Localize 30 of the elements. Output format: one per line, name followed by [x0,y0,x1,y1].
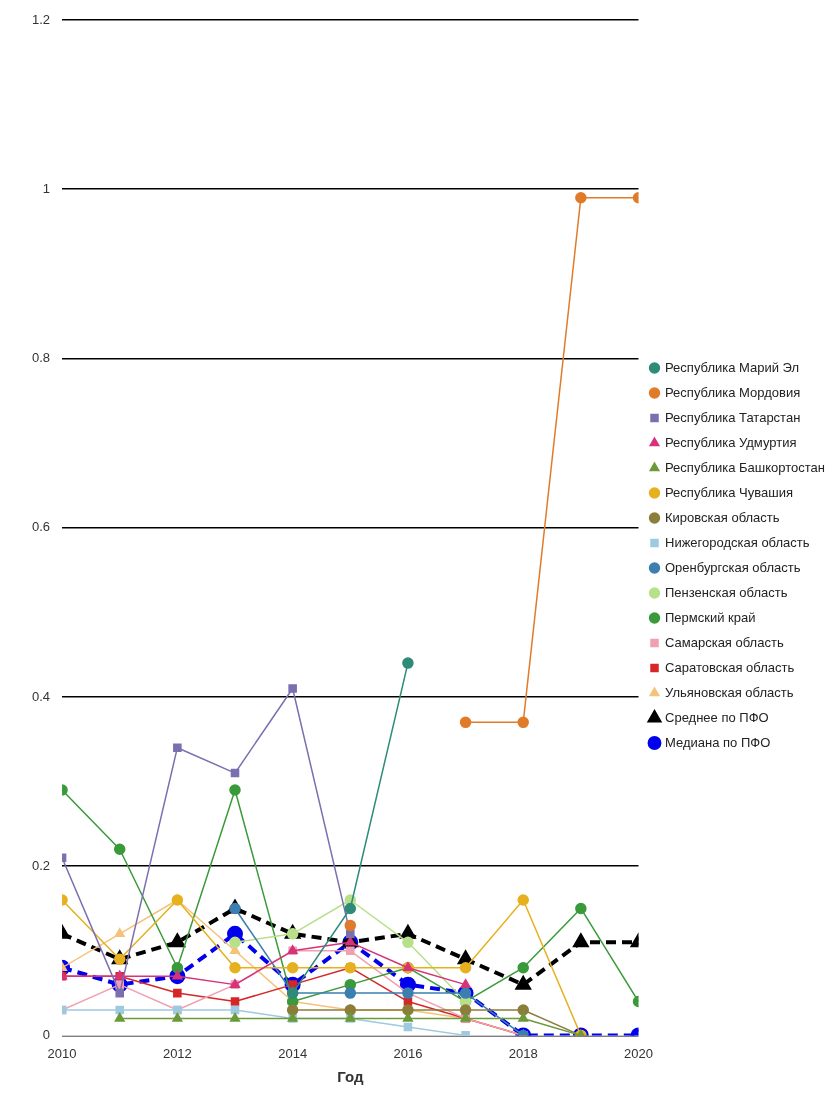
legend-label: Республика Башкортостан [665,459,826,475]
x-tick-label: 2010 [47,1045,77,1061]
x-tick-label: 2014 [278,1045,308,1061]
legend-label: Республика Мордовия [665,384,801,400]
legend-label: Республика Татарстан [665,409,801,425]
y-tick-label: 0.2 [31,857,51,873]
x-tick-label: 2020 [624,1045,653,1061]
legend-label: Пермский край [665,609,756,625]
legend-label: Медиана по ПФО [665,734,771,750]
legend-label: Республика Удмуртия [665,434,797,450]
legend-label: Республика Марий Эл [665,359,800,375]
x-axis-title: Год [337,1068,364,1086]
legend-label: Самарская область [665,634,784,650]
y-tick-label: 1.2 [31,11,51,27]
legend-label: Саратовская область [665,659,795,675]
y-tick-label: 0.6 [31,519,51,535]
legend-label: Нижегородская область [665,534,810,550]
x-tick-label: 2012 [162,1045,192,1061]
x-tick-label: 2018 [508,1045,538,1061]
y-tick-label: 1 [42,180,51,196]
x-tick-label: 2016 [393,1045,423,1061]
legend-label: Пензенская область [665,584,788,600]
legend-label: Кировская область [665,509,780,525]
legend-label: Среднее по ПФО [665,709,769,725]
legend-label: Ульяновская область [665,684,794,700]
y-tick-label: 0.4 [31,688,51,704]
y-tick-label: 0.8 [31,350,51,366]
legend-label: Оренбургская область [665,559,801,575]
legend-label: Республика Чувашия [665,484,793,500]
y-tick-label: 0 [42,1026,51,1042]
